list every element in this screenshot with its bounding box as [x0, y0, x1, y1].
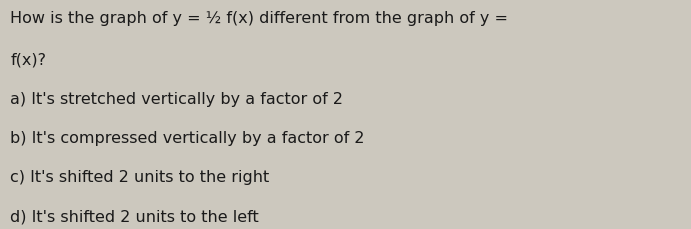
Text: f(x)?: f(x)?	[10, 53, 46, 68]
Text: d) It's shifted 2 units to the left: d) It's shifted 2 units to the left	[10, 208, 259, 223]
Text: How is the graph of y = ½ f(x) different from the graph of y =: How is the graph of y = ½ f(x) different…	[10, 11, 509, 26]
Text: c) It's shifted 2 units to the right: c) It's shifted 2 units to the right	[10, 169, 269, 184]
Text: a) It's stretched vertically by a factor of 2: a) It's stretched vertically by a factor…	[10, 92, 343, 106]
Text: b) It's compressed vertically by a factor of 2: b) It's compressed vertically by a facto…	[10, 131, 365, 145]
